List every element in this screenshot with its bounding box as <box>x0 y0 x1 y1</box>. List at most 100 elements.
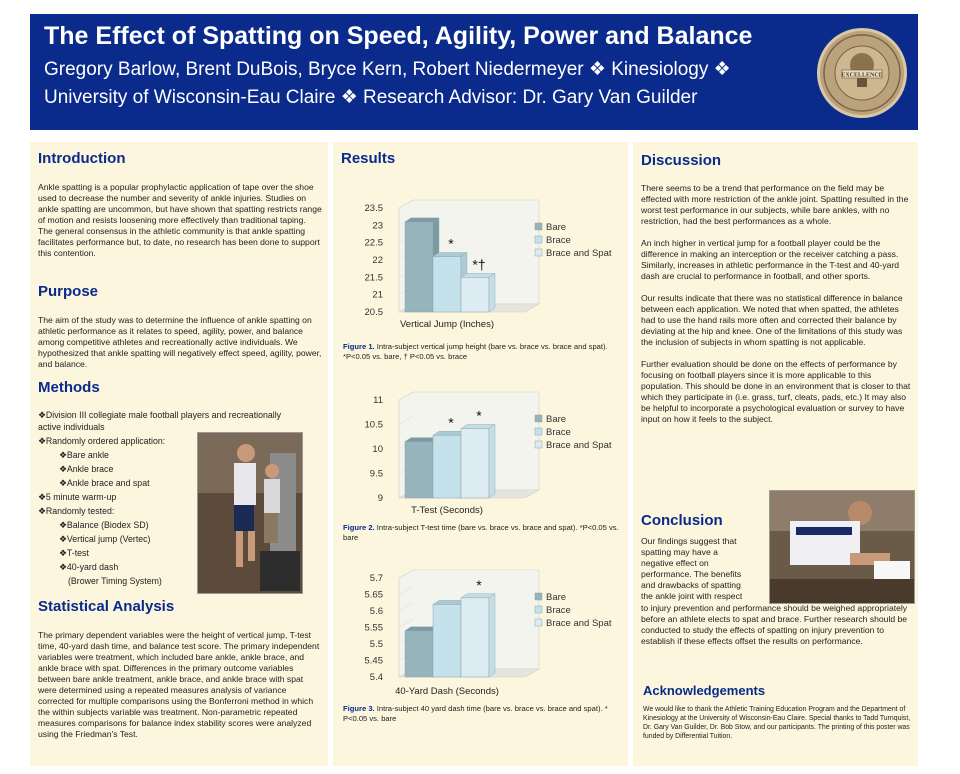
discussion-paragraph: An inch higher in vertical jump for a fo… <box>641 238 900 281</box>
discussion-paragraph: Further evaluation should be done on the… <box>641 359 911 424</box>
right-column: Discussion There seems to be a trend tha… <box>633 142 918 766</box>
poster-header: The Effect of Spatting on Speed, Agility… <box>30 14 918 130</box>
legend-swatch <box>534 440 543 449</box>
y-tick-label: 23 <box>372 220 383 231</box>
bar-bare <box>404 221 434 313</box>
legend-label: Bare <box>546 592 566 603</box>
figure3-label: Figure 3. <box>343 704 375 713</box>
y-tick-label: 5.4 <box>370 672 383 683</box>
y-tick-label: 11 <box>373 395 383 406</box>
methods-item: ❖Ankle brace and spat <box>59 478 150 488</box>
figure1-caption: Figure 1. Intra-subject vertical jump he… <box>343 342 621 361</box>
bar-bare <box>404 441 434 499</box>
methods-item: ❖5 minute warm-up <box>38 492 117 502</box>
discussion-paragraph: Our results indicate that there was no s… <box>641 293 903 347</box>
methods-photo-graphic <box>198 433 302 593</box>
figure2-text: Intra-subject T-test time (bare vs. brac… <box>343 523 619 542</box>
methods-item: ❖40-yard dash <box>59 562 119 572</box>
significance-marker: * <box>476 577 482 593</box>
conclusion-line: the ankle joint with respect <box>641 591 743 601</box>
y-tick-label: 10 <box>372 444 383 455</box>
legend-label: Brace <box>546 427 571 438</box>
conclusion-line: and drawbacks of spatting <box>641 580 741 590</box>
bar-brace <box>432 435 462 499</box>
acknowledgements-text: We would like to thank the Athletic Trai… <box>643 706 911 740</box>
legend-label: Bare <box>546 414 566 425</box>
y-tick-label: 5.7 <box>370 573 383 584</box>
gridline <box>398 199 414 209</box>
y-tick-label: 9 <box>378 493 383 504</box>
figure1-text: Intra-subject vertical jump height (bare… <box>343 342 608 361</box>
methods-item: (Brower Timing System) <box>68 576 162 586</box>
significance-marker: * <box>448 236 454 252</box>
legend-swatch <box>534 235 543 244</box>
statistical-analysis-heading: Statistical Analysis <box>38 598 175 615</box>
significance-marker: * <box>476 407 482 423</box>
legend-label: Brace and Spat <box>546 248 612 259</box>
conclusion-text-short: Our findings suggest that spatting may h… <box>641 536 771 602</box>
figure1-label: Figure 1. <box>343 342 375 351</box>
figure2-label: Figure 2. <box>343 523 375 532</box>
y-tick-label: 5.55 <box>365 623 384 634</box>
legend-label: Brace <box>546 605 571 616</box>
bar-side <box>488 272 496 313</box>
poster-authors: Gregory Barlow, Brent DuBois, Bryce Kern… <box>44 59 731 80</box>
gridline <box>398 586 414 595</box>
figure2-caption: Figure 2. Intra-subject T-test time (bar… <box>343 523 621 542</box>
legend-swatch <box>534 222 543 231</box>
significance-marker: *† <box>472 256 485 272</box>
methods-heading: Methods <box>38 379 100 396</box>
forty-yard-dash-chart: 5.7 5.65 5.6 5.55 5.5 5.45 5.4 * Bare Brace Brace … <box>365 569 612 697</box>
y-tick-label: 10.5 <box>365 420 384 431</box>
poster-title: The Effect of Spatting on Speed, Agility… <box>44 22 753 50</box>
statistical-analysis-text: The primary dependent variables were the… <box>38 630 320 739</box>
bar-bare <box>404 630 434 678</box>
gridline <box>398 391 414 401</box>
y-tick-label: 22.5 <box>365 238 384 249</box>
legend-label: Brace and Spat <box>546 618 612 629</box>
legend-swatch <box>534 427 543 436</box>
legend-swatch <box>534 605 543 614</box>
conclusion-line: performance. The benefits <box>641 569 742 579</box>
gridline <box>398 569 414 579</box>
y-tick-label: 5.5 <box>370 639 383 650</box>
methods-item: ❖Ankle brace <box>59 464 114 474</box>
middle-column: Results 23.5 23 22.5 22 21.5 21 20.5 * *† Bare Bra… <box>333 142 628 766</box>
discussion-heading: Discussion <box>641 152 722 169</box>
y-tick-label: 9.5 <box>370 469 383 480</box>
methods-item: ❖Division III collegiate male football p… <box>38 410 282 420</box>
legend-label: Brace and Spat <box>546 440 612 451</box>
conclusion-line: spatting may have a <box>641 547 718 557</box>
conclusion-text: to injury prevention and performance sho… <box>641 603 908 646</box>
y-tick-label: 21.5 <box>365 272 384 283</box>
discussion-text: There seems to be a trend that performan… <box>641 183 913 425</box>
legend-label: Bare <box>546 222 566 233</box>
conclusion-photo <box>769 490 915 604</box>
x-axis-label: 40-Yard Dash (Seconds) <box>395 686 499 697</box>
significance-marker: * <box>448 414 454 430</box>
methods-item: ❖Vertical jump (Vertec) <box>59 534 151 544</box>
introduction-text: Ankle spatting is a popular prophylactic… <box>38 182 322 258</box>
methods-item: ❖Bare ankle <box>59 450 109 460</box>
bar-brace-and-spat <box>460 277 490 313</box>
legend-label: Brace <box>546 235 571 246</box>
introduction-heading: Introduction <box>38 150 126 167</box>
figure3-caption: Figure 3. Intra-subject 40 yard dash tim… <box>343 704 621 723</box>
bar-brace <box>432 604 462 678</box>
discussion-paragraph: There seems to be a trend that performan… <box>641 183 909 226</box>
svg-text:EXCELLENCE: EXCELLENCE <box>841 73 882 79</box>
methods-item: ❖Randomly ordered application: <box>38 436 166 446</box>
conclusion-heading: Conclusion <box>641 512 723 529</box>
x-axis-label: Vertical Jump (Inches) <box>400 319 494 330</box>
university-seal: EXCELLENCE <box>817 28 907 118</box>
methods-item: ❖T-test <box>59 548 89 558</box>
x-axis-label: T-Test (Seconds) <box>411 505 483 516</box>
y-tick-label: 5.45 <box>365 656 384 667</box>
purpose-text: The aim of the study was to determine th… <box>38 315 322 369</box>
legend-swatch <box>534 618 543 627</box>
vertical-jump-chart: 23.5 23 22.5 22 21.5 21 20.5 * *† Bare Brace Brace … <box>365 199 612 330</box>
bar-brace-and-spat <box>460 428 490 499</box>
legend-swatch <box>534 248 543 257</box>
purpose-heading: Purpose <box>38 283 99 300</box>
methods-item: ❖Balance (Biodex SD) <box>59 520 149 530</box>
